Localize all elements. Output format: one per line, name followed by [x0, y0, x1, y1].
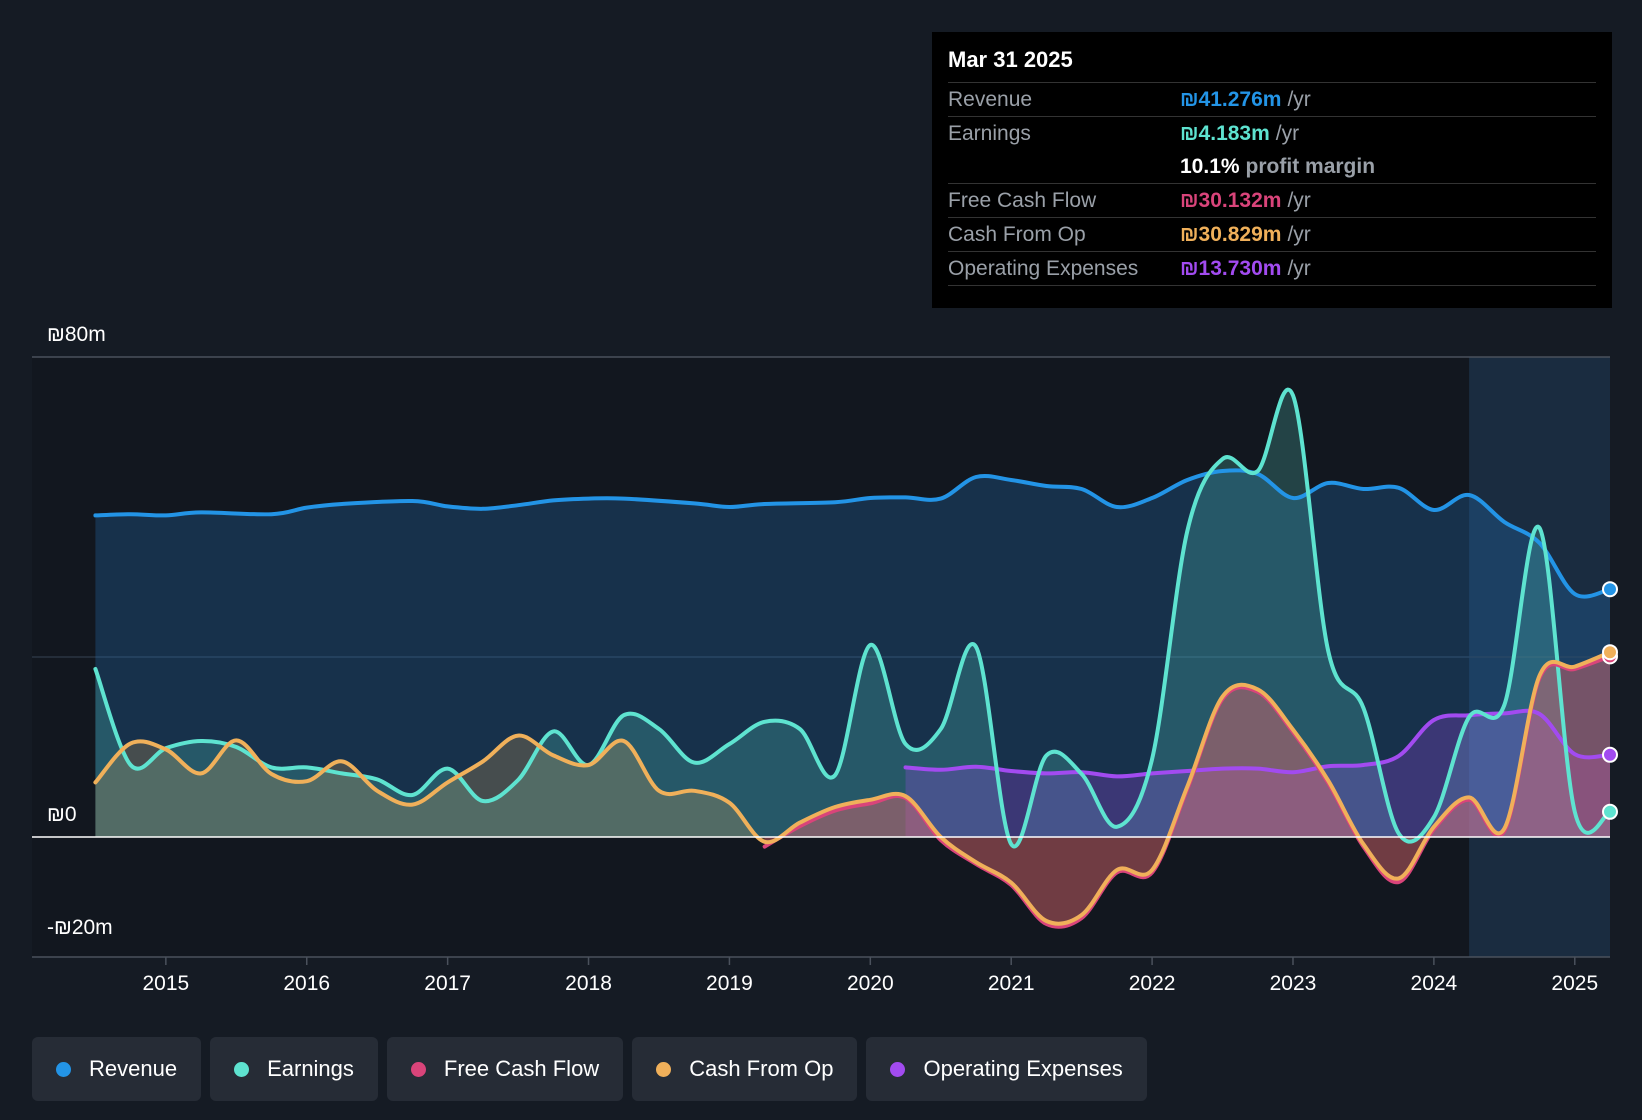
tooltip-panel: Mar 31 2025 Revenue ₪41.276m /yr Earning…	[932, 32, 1612, 308]
legend-label-earnings: Earnings	[267, 1056, 354, 1081]
end-marker-earnings	[1602, 803, 1618, 820]
tooltip-revenue-value: ₪41.276m	[1180, 88, 1282, 111]
x-tick-label: 2020	[847, 972, 894, 995]
legend-item-fcf[interactable]: Free Cash Flow	[386, 1037, 624, 1101]
legend-label-cfo: Cash From Op	[689, 1056, 834, 1081]
y-tick-label: ₪80m	[47, 323, 106, 346]
legend-item-earnings[interactable]: Earnings	[210, 1037, 378, 1101]
legend-dot-fcf	[410, 1061, 426, 1077]
tooltip-revenue-unit: /yr	[1287, 88, 1311, 111]
legend-item-cfo[interactable]: Cash From Op	[632, 1037, 858, 1101]
x-tick-label: 2024	[1411, 972, 1458, 995]
legend-label-opex: Operating Expenses	[923, 1056, 1123, 1081]
end-marker-cfo	[1602, 644, 1618, 661]
area-earnings	[95, 389, 1611, 847]
tooltip-opex-value: ₪13.730m	[1180, 257, 1282, 280]
x-tick-label: 2022	[1129, 972, 1176, 995]
x-tick-label: 2025	[1551, 972, 1598, 995]
y-tick-label: -₪20m	[47, 916, 113, 939]
tooltip-row-margin: 10.1% profit margin	[948, 150, 1596, 184]
area-cfo	[95, 652, 1611, 924]
x-tick-label: 2018	[565, 972, 612, 995]
line-cfo	[93, 650, 1612, 926]
line-earnings	[93, 387, 1612, 849]
line-revenue	[93, 468, 1612, 599]
legend-dot-opex	[890, 1061, 906, 1077]
x-tick-label: 2015	[142, 972, 189, 995]
legend: Revenue Earnings Free Cash Flow Cash Fro…	[32, 1037, 1147, 1101]
line-opex	[903, 708, 1612, 779]
legend-dot-revenue	[56, 1061, 71, 1077]
tooltip-cfo-label: Cash From Op	[948, 223, 1086, 246]
end-marker-revenue	[1602, 581, 1618, 598]
legend-dot-cfo	[656, 1061, 672, 1077]
tooltip-row-opex: Operating Expenses ₪13.730m /yr	[948, 252, 1596, 286]
tooltip-row-fcf: Free Cash Flow ₪30.132m /yr	[948, 184, 1596, 218]
area-opex	[905, 710, 1610, 837]
tooltip-cfo-unit: /yr	[1287, 223, 1311, 246]
legend-label-revenue: Revenue	[89, 1056, 178, 1081]
tooltip-row-earnings: Earnings ₪4.183m /yr	[948, 117, 1596, 150]
tooltip-row-cfo: Cash From Op ₪30.829m /yr	[948, 218, 1596, 252]
tooltip-earnings-unit: /yr	[1275, 122, 1300, 145]
tooltip-margin-label: profit margin	[1245, 155, 1376, 178]
tooltip-fcf-label: Free Cash Flow	[948, 189, 1097, 212]
tooltip-opex-label: Operating Expenses	[948, 257, 1139, 280]
tooltip-earnings-value: ₪4.183m	[1180, 122, 1270, 145]
legend-dot-earnings	[234, 1061, 250, 1077]
tooltip-row-revenue: Revenue ₪41.276m /yr	[948, 83, 1596, 117]
x-tick-label: 2019	[706, 972, 753, 995]
tooltip-fcf-unit: /yr	[1287, 189, 1311, 212]
tooltip-margin-value: 10.1%	[1180, 155, 1240, 178]
tooltip-revenue-label: Revenue	[948, 88, 1033, 111]
tooltip-opex-unit: /yr	[1287, 257, 1311, 280]
x-tick-label: 2016	[283, 972, 330, 995]
area-revenue	[95, 470, 1611, 837]
tooltip-date: Mar 31 2025	[948, 46, 1596, 83]
end-marker-opex	[1602, 746, 1618, 763]
legend-label-fcf: Free Cash Flow	[443, 1056, 600, 1081]
x-tick-label: 2021	[988, 972, 1035, 995]
tooltip-earnings-label: Earnings	[948, 122, 1031, 145]
tooltip-fcf-value: ₪30.132m	[1180, 189, 1282, 212]
tooltip-cfo-value: ₪30.829m	[1180, 223, 1282, 246]
x-tick-label: 2017	[424, 972, 471, 995]
legend-item-opex[interactable]: Operating Expenses	[866, 1037, 1147, 1101]
legend-item-revenue[interactable]: Revenue	[32, 1037, 202, 1101]
x-tick-label: 2023	[1270, 972, 1317, 995]
y-tick-label: ₪0	[47, 803, 77, 826]
